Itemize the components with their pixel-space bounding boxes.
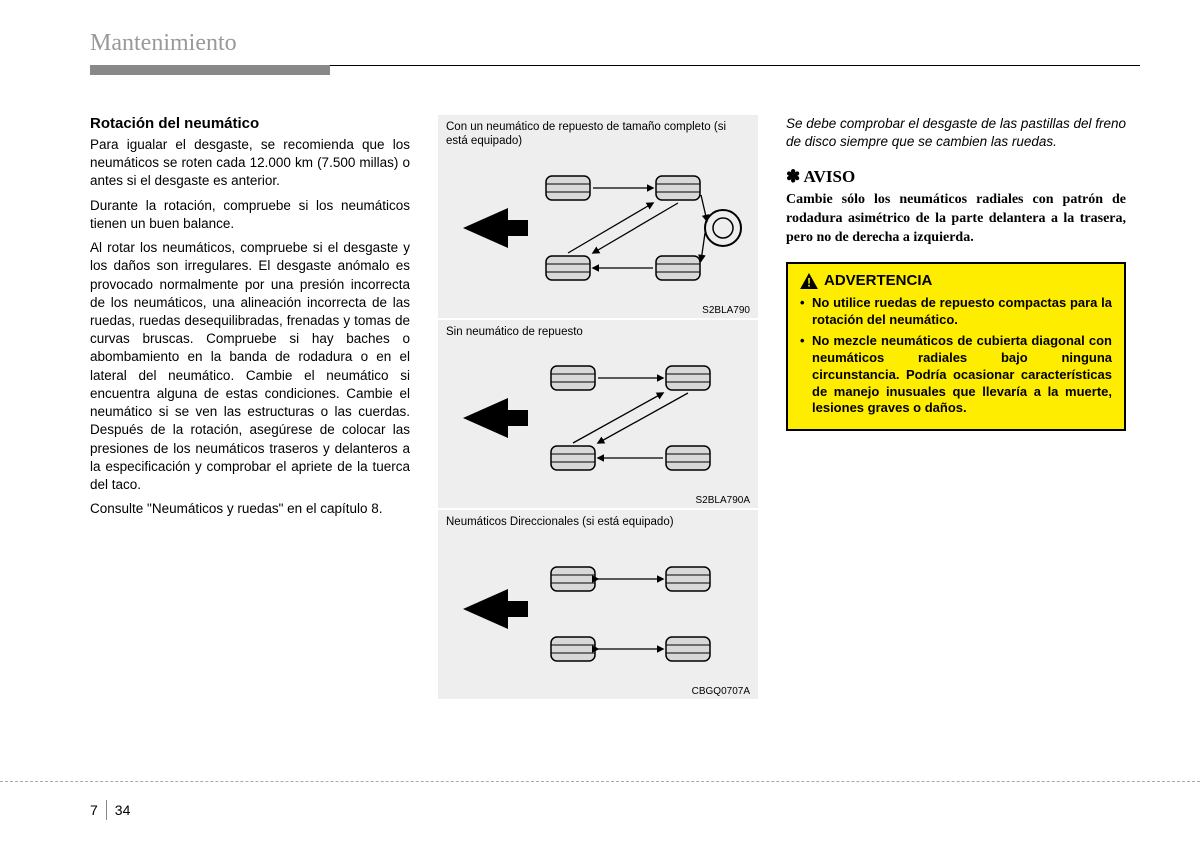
warning-triangle-icon: ! <box>800 273 818 289</box>
section-title: Mantenimiento <box>90 30 1140 57</box>
rotation-diagram-icon <box>453 534 743 684</box>
subheading: Rotación del neumático <box>90 115 410 132</box>
aviso-title: ✽ AVISO <box>786 167 1126 187</box>
diagram-nospare: Sin neumático de repuesto S2BLA790A <box>438 320 758 509</box>
warning-label: ADVERTENCIA <box>824 272 932 289</box>
diagram-caption: Con un neumático de repuesto de tamaño c… <box>446 121 750 149</box>
column-2: Con un neumático de repuesto de tamaño c… <box>438 115 758 701</box>
rotation-diagram-icon <box>453 343 743 493</box>
column-1: Rotación del neumático Para igualar el d… <box>90 115 410 701</box>
paragraph: Al rotar los neumáticos, compruebe si el… <box>90 239 410 494</box>
rotation-diagram-icon <box>453 153 743 303</box>
diagram-code: CBGQ0707A <box>446 686 750 697</box>
warning-item: No utilice ruedas de repuesto compactas … <box>800 295 1112 329</box>
page-footer: 7 34 <box>0 781 1200 820</box>
page-number: 34 <box>115 802 131 818</box>
svg-text:!: ! <box>807 277 811 289</box>
warning-list: No utilice ruedas de repuesto compactas … <box>800 295 1112 417</box>
paragraph: Para igualar el desgaste, se recomienda … <box>90 136 410 191</box>
warning-box: ! ADVERTENCIA No utilice ruedas de repue… <box>786 262 1126 431</box>
diagram-caption: Neumáticos Direccionales (si está equipa… <box>446 516 750 530</box>
diagram-directional: Neumáticos Direccionales (si está equipa… <box>438 510 758 699</box>
warning-item: No mezcle neumáticos de cubierta diagona… <box>800 333 1112 417</box>
paragraph: Durante la rotación, compruebe si los ne… <box>90 197 410 233</box>
diagram-code: S2BLA790 <box>446 305 750 316</box>
chapter-number: 7 <box>90 802 98 818</box>
aviso-text: Cambie sólo los neumáticos radiales con … <box>786 191 1126 248</box>
column-3: Se debe comprobar el desgaste de las pas… <box>786 115 1126 701</box>
italic-note: Se debe comprobar el desgaste de las pas… <box>786 115 1126 151</box>
diagram-code: S2BLA790A <box>446 495 750 506</box>
header-rule <box>90 65 1140 85</box>
paragraph: Consulte "Neumáticos y ruedas" en el cap… <box>90 500 410 518</box>
diagram-caption: Sin neumático de repuesto <box>446 326 750 340</box>
diagram-spare: Con un neumático de repuesto de tamaño c… <box>438 115 758 318</box>
